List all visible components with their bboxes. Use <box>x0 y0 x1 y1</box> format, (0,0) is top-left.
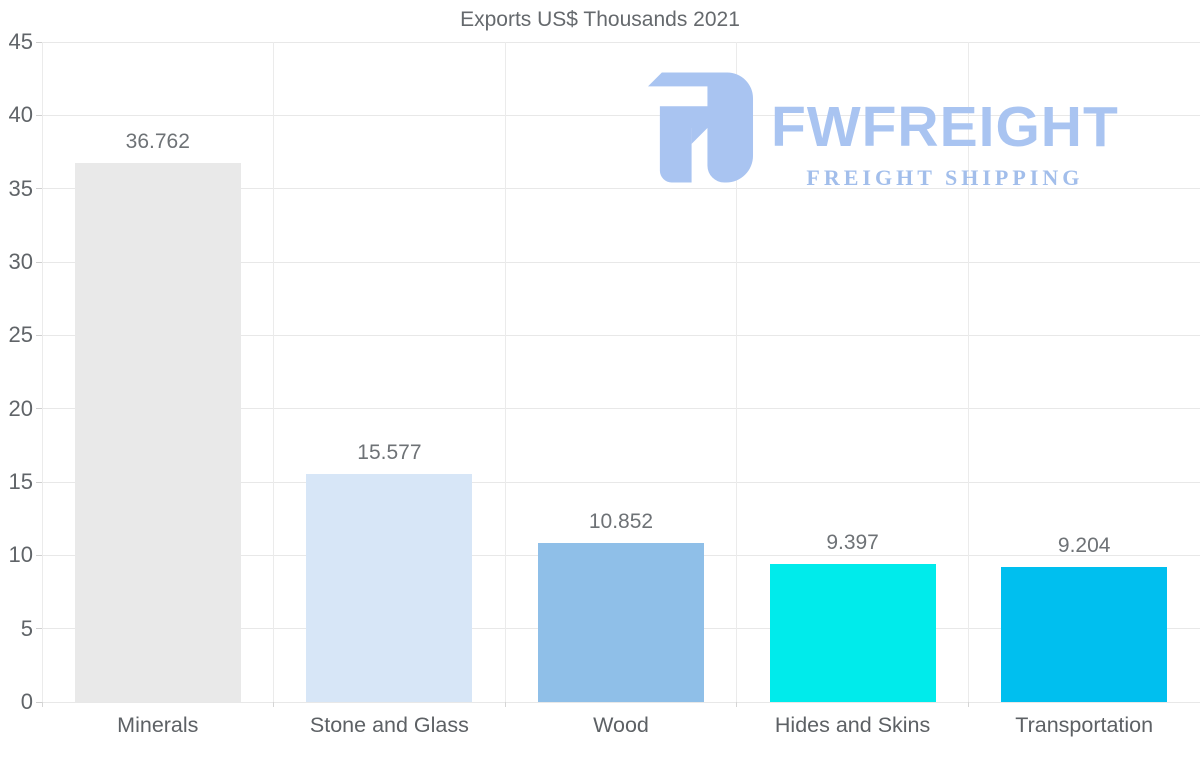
y-axis-tick <box>36 114 42 116</box>
y-axis-label: 25 <box>8 322 33 348</box>
x-axis-tick <box>967 702 969 707</box>
y-axis-label: 40 <box>8 102 33 128</box>
x-axis-tick <box>736 702 738 707</box>
y-axis-tick <box>36 481 42 483</box>
y-gridline <box>42 481 1200 483</box>
y-axis-label: 10 <box>8 542 33 568</box>
x-gridline <box>273 42 275 702</box>
x-axis-label: Transportation <box>1015 713 1154 737</box>
y-axis-tick <box>36 628 42 630</box>
bar-stone-and-glass <box>306 473 473 702</box>
y-axis-tick <box>36 408 42 410</box>
y-axis-label: 35 <box>8 175 33 201</box>
bar-value-label: 36.762 <box>125 129 190 153</box>
fwfreight-logo-icon <box>648 72 754 183</box>
x-axis-tick <box>273 702 275 707</box>
x-axis-tick <box>504 702 506 707</box>
y-gridline <box>42 261 1200 263</box>
y-axis-tick <box>36 701 42 703</box>
bar-wood <box>538 542 704 702</box>
y-axis-tick <box>36 334 42 336</box>
y-axis-tick <box>36 188 42 190</box>
bar-value-label: 9.204 <box>1057 534 1111 557</box>
bar-minerals <box>74 162 241 702</box>
logo-text-block: FWFREIGHT FREIGHT SHIPPING <box>771 72 1119 191</box>
y-gridline <box>42 114 1200 116</box>
y-axis-label: 45 <box>8 29 33 54</box>
y-gridline <box>42 41 1200 43</box>
x-axis-label: Hides and Skins <box>774 713 931 737</box>
y-gridline <box>42 334 1200 336</box>
y-axis-label: 0 <box>20 689 33 714</box>
x-gridline <box>967 42 969 702</box>
y-axis-label: 5 <box>20 615 33 641</box>
bar-hides-and-skins <box>769 564 936 702</box>
y-axis-tick <box>36 554 42 556</box>
logo-tagline: FREIGHT SHIPPING <box>806 165 1084 190</box>
y-axis-label: 15 <box>8 469 33 494</box>
x-axis-tick <box>41 702 43 707</box>
chart-title: Exports US$ Thousands 2021 <box>460 8 740 31</box>
x-axis-label: Minerals <box>117 713 199 737</box>
bar-transportation <box>1001 567 1168 702</box>
fwfreight-logo: FWFREIGHT FREIGHT SHIPPING <box>648 72 1119 191</box>
y-axis-tick <box>36 261 42 263</box>
bar-value-label: 9.397 <box>826 531 879 555</box>
y-gridline <box>42 188 1200 190</box>
x-axis-label: Wood <box>593 713 649 737</box>
y-axis-label: 20 <box>8 395 33 421</box>
bar-value-label: 15.577 <box>357 440 422 464</box>
x-gridline <box>504 42 506 702</box>
x-axis-label: Stone and Glass <box>309 713 469 737</box>
y-gridline <box>42 701 1200 703</box>
logo-wordmark: FWFREIGHT <box>771 95 1119 159</box>
y-axis-tick <box>36 41 42 43</box>
y-axis-label: 30 <box>8 249 33 274</box>
y-gridline <box>42 408 1200 410</box>
x-gridline <box>41 42 43 702</box>
x-gridline <box>736 42 738 702</box>
bar-value-label: 10.852 <box>588 509 654 533</box>
